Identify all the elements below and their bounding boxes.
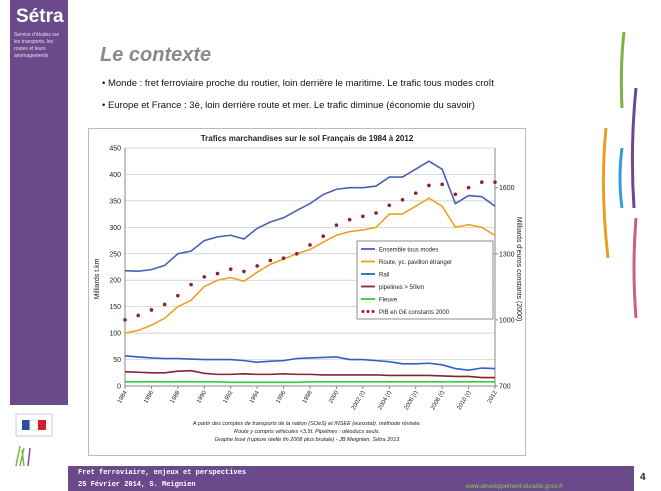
y2-tick-label: 700	[499, 384, 511, 391]
data-point	[401, 198, 405, 202]
legend-marker	[372, 310, 375, 313]
slide-title: Le contexte	[100, 44, 211, 67]
data-point	[361, 215, 365, 219]
y2-tick-label: 1300	[499, 251, 515, 258]
data-point	[150, 308, 154, 312]
x-tick-label: 1996	[275, 389, 287, 404]
line-series	[125, 382, 495, 383]
x-tick-label: 1998	[302, 389, 314, 404]
bullet: • Europe et France : 3è, loin derrière r…	[102, 100, 475, 111]
legend-label: Rail	[379, 273, 389, 279]
y-tick-label: 250	[109, 251, 121, 258]
decoration	[596, 28, 646, 328]
data-point	[229, 267, 233, 271]
logos	[10, 410, 68, 468]
data-point	[335, 223, 339, 227]
data-point	[216, 272, 220, 276]
x-tick-label: 1984	[117, 389, 129, 404]
data-point	[467, 186, 471, 190]
y-tick-label: 50	[113, 357, 121, 364]
data-point	[255, 264, 259, 268]
data-point	[202, 275, 206, 279]
y-tick-label: 350	[109, 198, 121, 205]
legend-marker	[367, 310, 370, 313]
data-point	[427, 184, 431, 188]
data-point	[348, 218, 352, 222]
chart: Trafics marchandises sur le sol Français…	[88, 128, 526, 456]
y-tick-label: 100	[109, 331, 121, 338]
x-tick-label: 1990	[196, 389, 208, 404]
x-tick-label: 1988	[170, 389, 182, 404]
legend-label: PIB en G€ constants 2000	[379, 310, 450, 316]
data-point	[387, 203, 391, 207]
sidebar-tagline: Service d'études sur les transports, les…	[14, 32, 64, 60]
y-tick-label: 400	[109, 172, 121, 179]
footer-date: 25 Février 2014, S. Meignien	[78, 481, 196, 489]
line-series	[125, 356, 495, 370]
data-point	[374, 211, 378, 215]
data-point	[480, 180, 484, 184]
x-tick-label: 1986	[143, 389, 155, 404]
legend-label: Fleuve	[379, 298, 398, 304]
chart-note: Route y compris véhicules <3,5t. Pipelin…	[234, 429, 380, 435]
x-tick-label: 1994	[249, 389, 261, 404]
x-tick-label: 2010 (r)	[457, 390, 473, 411]
x-tick-label: 2008 (r)	[430, 390, 446, 411]
data-point	[123, 318, 127, 322]
legend-marker	[362, 310, 365, 313]
y-tick-label: 200	[109, 278, 121, 285]
data-point	[242, 270, 246, 274]
chart-title: Trafics marchandises sur le sol Français…	[201, 134, 414, 143]
data-point	[176, 294, 180, 298]
page-number: 4	[640, 472, 646, 483]
slide: Sétra Service d'études sur les transport…	[0, 0, 661, 491]
data-point	[493, 180, 497, 184]
legend-label: Route, yc. pavillon étranger	[379, 260, 452, 266]
data-point	[282, 256, 286, 260]
data-point	[321, 234, 325, 238]
y-tick-label: 450	[109, 146, 121, 153]
y-tick-label: 0	[117, 384, 121, 391]
data-point	[136, 314, 140, 318]
y-axis-label: Milliards t.km	[94, 258, 101, 299]
data-point	[163, 303, 167, 307]
chart-note: Graphe lissé (rupture réelle fin 2008 pl…	[215, 437, 401, 443]
data-point	[189, 283, 193, 287]
logo-text: Sétra	[16, 6, 64, 28]
x-tick-label: 2000	[328, 389, 340, 404]
legend-label: Ensemble tous modes	[379, 248, 438, 254]
x-tick-label: 1992	[223, 389, 235, 404]
data-point	[295, 252, 299, 256]
y-tick-label: 300	[109, 225, 121, 232]
footer-url: www.developpement-durable.gouv.fr	[466, 484, 563, 490]
footer-title: Fret ferroviaire, enjeux et perspectives	[78, 469, 246, 477]
line-series	[125, 371, 495, 378]
chart-note: A partir des comptes de transports de la…	[192, 421, 421, 427]
legend-label: pipelines > 50km	[379, 285, 424, 291]
data-point	[269, 259, 273, 263]
x-tick-label: 2006 (r)	[404, 390, 420, 411]
x-tick-label: 2004 (r)	[377, 390, 393, 411]
y2-tick-label: 1000	[499, 317, 515, 324]
x-tick-label: 2012	[487, 389, 499, 404]
x-tick-label: 2002 (r)	[351, 390, 367, 411]
bullet: • Monde : fret ferroviaire proche du rou…	[102, 78, 494, 89]
y2-tick-label: 1600	[499, 185, 515, 192]
data-point	[440, 183, 444, 187]
data-point	[454, 192, 458, 196]
data-point	[414, 191, 418, 195]
y-tick-label: 150	[109, 304, 121, 311]
y2-axis-label: Milliards d'euros constants (2000)	[515, 217, 522, 321]
sidebar	[10, 0, 68, 405]
data-point	[308, 243, 312, 247]
